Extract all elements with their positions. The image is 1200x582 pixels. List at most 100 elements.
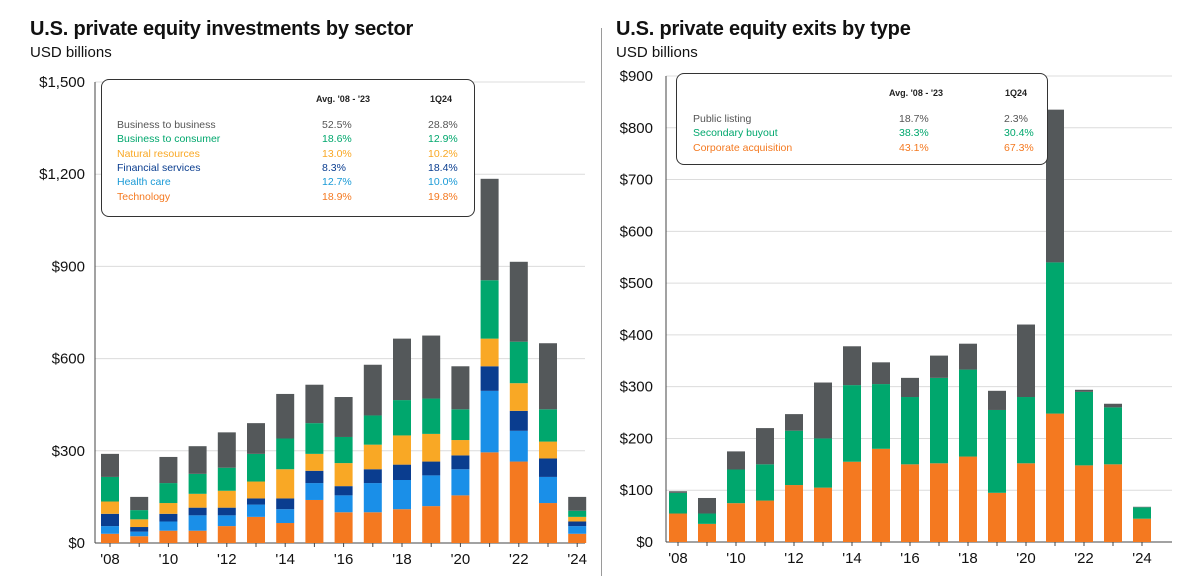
bar-segment-business-to-consumer (509, 341, 528, 384)
bar-segment-health-care (480, 390, 499, 453)
bar-segment-natural-resources (363, 444, 382, 470)
bar-segment-corporate-acquisition (669, 513, 687, 542)
y-tick-label: $400 (620, 327, 653, 344)
bar-segment-technology (480, 452, 499, 543)
bar-segment-natural-resources (334, 463, 353, 487)
bar-segment-health-care (130, 531, 149, 537)
y-tick-label: $600 (620, 223, 653, 240)
bar-segment-corporate-acquisition (1133, 518, 1151, 542)
legend-avg-value: 18.9% (322, 190, 352, 203)
y-tick-label: $0 (68, 535, 85, 552)
x-tick-label: '12 (217, 551, 237, 568)
bar-segment-natural-resources (451, 440, 470, 456)
x-tick-label: '24 (567, 551, 587, 568)
y-tick-label: $900 (620, 68, 653, 85)
bar-segment-secondary-buyout (1104, 407, 1122, 465)
bar-segment-natural-resources (101, 501, 119, 514)
bar-segment-financial-services (159, 513, 178, 522)
bar-segment-public-listing (785, 414, 803, 431)
bar-segment-health-care (247, 504, 265, 517)
x-tick-label: '22 (509, 551, 529, 568)
bar-segment-financial-services (422, 461, 441, 476)
x-tick-label: '16 (334, 551, 354, 568)
y-tick-label: $0 (636, 534, 653, 551)
bar-segment-technology (363, 512, 382, 543)
bar-segment-natural-resources (130, 519, 149, 528)
bar-segment-health-care (539, 476, 557, 504)
legend-q-value: 19.8% (428, 190, 458, 203)
legend-label: Business to business (117, 119, 216, 131)
bar-segment-financial-services (101, 513, 119, 527)
bar-segment-financial-services (334, 486, 353, 496)
legend-avg-value: 18.7% (899, 113, 929, 125)
bar-segment-technology (217, 526, 236, 543)
bar-segment-business-to-business (247, 423, 265, 454)
bar-segment-natural-resources (480, 338, 499, 367)
bar-segment-financial-services (393, 464, 411, 480)
bar-segment-natural-resources (422, 433, 441, 462)
bar-segment-financial-services (451, 455, 470, 470)
bar-segment-corporate-acquisition (698, 523, 716, 542)
legend-row: Health care 12.7% 10.0% (102, 175, 474, 189)
bar-segment-business-to-business (130, 496, 149, 511)
legend-avg-value: 12.7% (322, 176, 352, 189)
legend-label: Health care (117, 176, 171, 189)
legend-row: Financial services 8.3% 18.4% (102, 161, 474, 175)
bar-segment-business-to-consumer (276, 438, 295, 470)
legend-avg-value: 43.1% (899, 141, 929, 154)
bar-segment-secondary-buyout (959, 369, 977, 457)
bar-segment-business-to-consumer (539, 409, 557, 442)
bar-segment-financial-services (217, 507, 236, 516)
chart-title: U.S. private equity exits by type (616, 18, 911, 40)
bar-segment-business-to-business (101, 453, 119, 477)
bar-segment-health-care (451, 469, 470, 496)
bar-segment-business-to-business (451, 366, 470, 410)
x-tick-label: '24 (1132, 550, 1152, 567)
legend-q-value: 30.4% (1004, 127, 1034, 140)
bar-segment-public-listing (727, 451, 745, 470)
bar-segment-corporate-acquisition (727, 503, 745, 542)
y-tick-label: $600 (52, 351, 85, 368)
bar-segment-corporate-acquisition (843, 461, 861, 542)
bar-segment-secondary-buyout (727, 469, 745, 504)
bar-segment-technology (276, 523, 295, 543)
bar-segment-secondary-buyout (901, 397, 919, 465)
legend-header-avg: Avg. '08 - '23 (889, 88, 943, 98)
bar-segment-public-listing (901, 377, 919, 398)
legend-avg-value: 38.3% (899, 127, 929, 140)
bar-segment-health-care (509, 430, 528, 462)
bar-segment-business-to-consumer (247, 453, 265, 482)
y-tick-label: $1,500 (39, 74, 85, 91)
x-tick-label: '14 (842, 550, 862, 567)
bar-segment-public-listing (988, 390, 1006, 410)
bar-segment-public-listing (1133, 506, 1151, 508)
bar-segment-public-listing (814, 382, 832, 439)
bar-segment-business-to-business (305, 384, 324, 424)
bar-segment-business-to-consumer (451, 409, 470, 441)
bar-segment-public-listing (930, 355, 948, 378)
bar-segment-secondary-buyout (1133, 507, 1151, 519)
bar-segment-business-to-business (188, 446, 207, 474)
bar-segment-public-listing (872, 362, 890, 385)
bar-segment-natural-resources (539, 441, 557, 459)
legend-row: Natural resources 13.0% 10.2% (102, 147, 474, 161)
bar-segment-natural-resources (393, 435, 411, 465)
bar-segment-business-to-business (509, 261, 528, 342)
bar-segment-technology (334, 512, 353, 543)
legend-label: Financial services (117, 161, 201, 174)
x-tick-label: '12 (784, 550, 804, 567)
legend-label: Public listing (693, 113, 752, 125)
legend-row: Business to business 52.5% 28.8% (102, 118, 474, 132)
bar-segment-business-to-consumer (130, 510, 149, 520)
bar-segment-business-to-consumer (393, 400, 411, 436)
bar-segment-business-to-consumer (480, 280, 499, 339)
x-tick-label: '16 (900, 550, 920, 567)
bar-segment-financial-services (480, 366, 499, 391)
bar-segment-technology (101, 533, 119, 543)
bar-segment-business-to-business (480, 178, 499, 281)
bar-segment-corporate-acquisition (785, 485, 803, 542)
legend-q-value: 10.0% (428, 176, 458, 189)
y-tick-label: $500 (620, 275, 653, 292)
investments-chart-panel: U.S. private equity investments by secto… (30, 18, 587, 568)
legend-q-value: 10.2% (428, 147, 458, 160)
